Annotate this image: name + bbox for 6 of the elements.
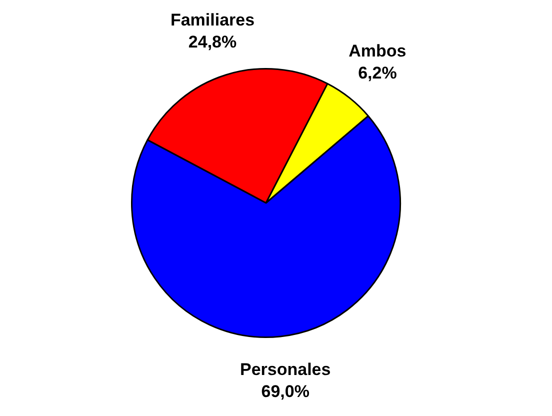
data-label: 6,2% bbox=[358, 63, 397, 82]
data-label: 24,8% bbox=[188, 32, 237, 52]
slice-label: Personales bbox=[240, 360, 331, 379]
slice-label: Ambos bbox=[348, 41, 406, 60]
slice-label: Familiares bbox=[170, 10, 255, 30]
data-label: 69,0% bbox=[261, 382, 310, 401]
